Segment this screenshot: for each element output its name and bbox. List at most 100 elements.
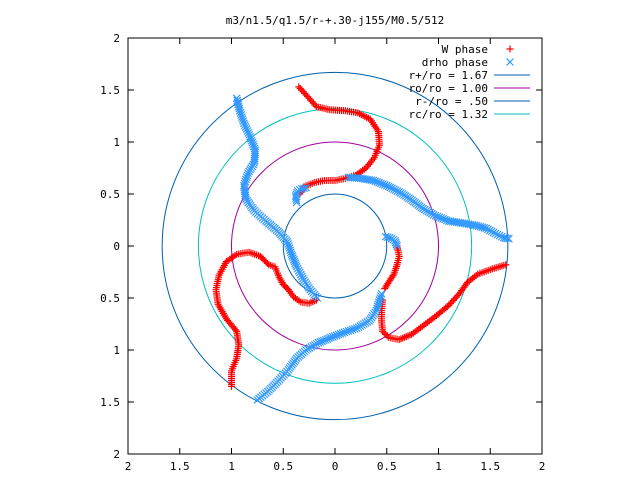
x-tick-label: 0.5 (273, 460, 293, 473)
data-point (243, 171, 252, 180)
data-point (241, 123, 250, 132)
x-tick-label: 1.5 (480, 460, 500, 473)
data-point (283, 237, 292, 246)
x-axis: 2 1.5 1 0.5 0 0.5 1 1.5 2 (125, 38, 546, 473)
data-point (231, 252, 239, 260)
data-point (295, 185, 304, 194)
data-point (239, 119, 248, 128)
data-point (237, 111, 246, 119)
data-point (376, 291, 385, 300)
y-tick-label: 1.5 (100, 84, 120, 97)
data-point (242, 175, 250, 184)
data-point (503, 234, 512, 243)
series-layer (212, 83, 513, 404)
reference-circles (161, 71, 509, 421)
data-point (296, 85, 304, 93)
legend-label: W phase (442, 43, 488, 56)
data-point (385, 334, 393, 342)
data-point (238, 115, 247, 124)
data-point (237, 113, 246, 121)
data-point (454, 291, 462, 299)
data-point (293, 264, 302, 273)
data-point (393, 242, 402, 250)
data-point (292, 262, 301, 271)
data-point (295, 83, 303, 91)
data-point (340, 328, 349, 337)
data-point (294, 266, 303, 275)
legend-label: rc/ro = 1.32 (409, 108, 488, 121)
data-point (295, 268, 304, 277)
x-tick-label: 1 (228, 460, 235, 473)
series-drho-phase (232, 94, 513, 404)
data-point (383, 332, 391, 340)
data-point (451, 295, 459, 303)
reference-circle (231, 141, 439, 351)
data-point (296, 270, 305, 279)
data-point (313, 294, 322, 302)
data-point (286, 246, 295, 255)
x-tick-label: 2 (125, 460, 132, 473)
data-point (242, 173, 251, 182)
reference-circle (282, 193, 388, 299)
data-point (363, 162, 371, 170)
data-point (236, 108, 245, 117)
x-tick-label: 1 (435, 460, 442, 473)
x-tick-label: 1.5 (170, 460, 190, 473)
y-tick-label: 2 (113, 32, 120, 45)
legend-label: ro/ro = 1.00 (409, 82, 488, 95)
data-point (242, 125, 251, 133)
data-point (392, 240, 401, 249)
reference-circle (197, 108, 473, 384)
data-point (382, 283, 390, 291)
y-tick-label: 0 (113, 240, 120, 253)
y-tick-label: 2 (113, 448, 120, 461)
y-tick-label: 0.5 (100, 292, 120, 305)
x-tick-label: 0 (332, 460, 339, 473)
series-w-phase (212, 83, 510, 390)
data-point (301, 89, 309, 97)
data-point (297, 272, 306, 281)
y-tick-label: 0.5 (100, 188, 120, 201)
data-point (244, 169, 252, 178)
data-point (448, 298, 456, 306)
data-point (348, 325, 357, 334)
legend-label: r+/ro = 1.67 (409, 69, 488, 82)
data-point (449, 296, 457, 304)
data-point (240, 121, 249, 130)
data-point (293, 186, 302, 195)
data-point (346, 326, 355, 335)
legend-label: r-/ro = .50 (415, 95, 488, 108)
data-point (299, 88, 307, 96)
legend-marker (506, 45, 514, 53)
data-point (241, 177, 250, 186)
data-point (350, 324, 359, 333)
data-point (452, 293, 460, 301)
y-tick-label: 1 (113, 136, 120, 149)
data-point (302, 183, 310, 192)
y-tick-label: 1.5 (100, 396, 120, 409)
data-point (377, 289, 386, 298)
data-point (344, 327, 353, 335)
data-point (239, 117, 248, 126)
data-point (382, 330, 390, 338)
data-point (298, 86, 306, 94)
data-point (284, 242, 293, 250)
data-point (235, 106, 244, 115)
data-point (376, 294, 385, 302)
legend-marker (506, 58, 514, 66)
data-point (504, 234, 513, 243)
data-point (284, 239, 293, 248)
data-point (302, 91, 310, 99)
data-point (298, 274, 307, 283)
data-point (446, 300, 454, 308)
reference-circle (161, 71, 509, 421)
x-tick-label: 2 (539, 460, 546, 473)
data-point (285, 244, 294, 253)
legend-label: drho phase (422, 56, 488, 69)
data-point (300, 184, 308, 193)
data-point (455, 290, 463, 298)
y-axis: 2 1.5 1 0.5 0 0.5 1 1.5 2 (100, 32, 542, 461)
x-tick-label: 0.5 (377, 460, 397, 473)
